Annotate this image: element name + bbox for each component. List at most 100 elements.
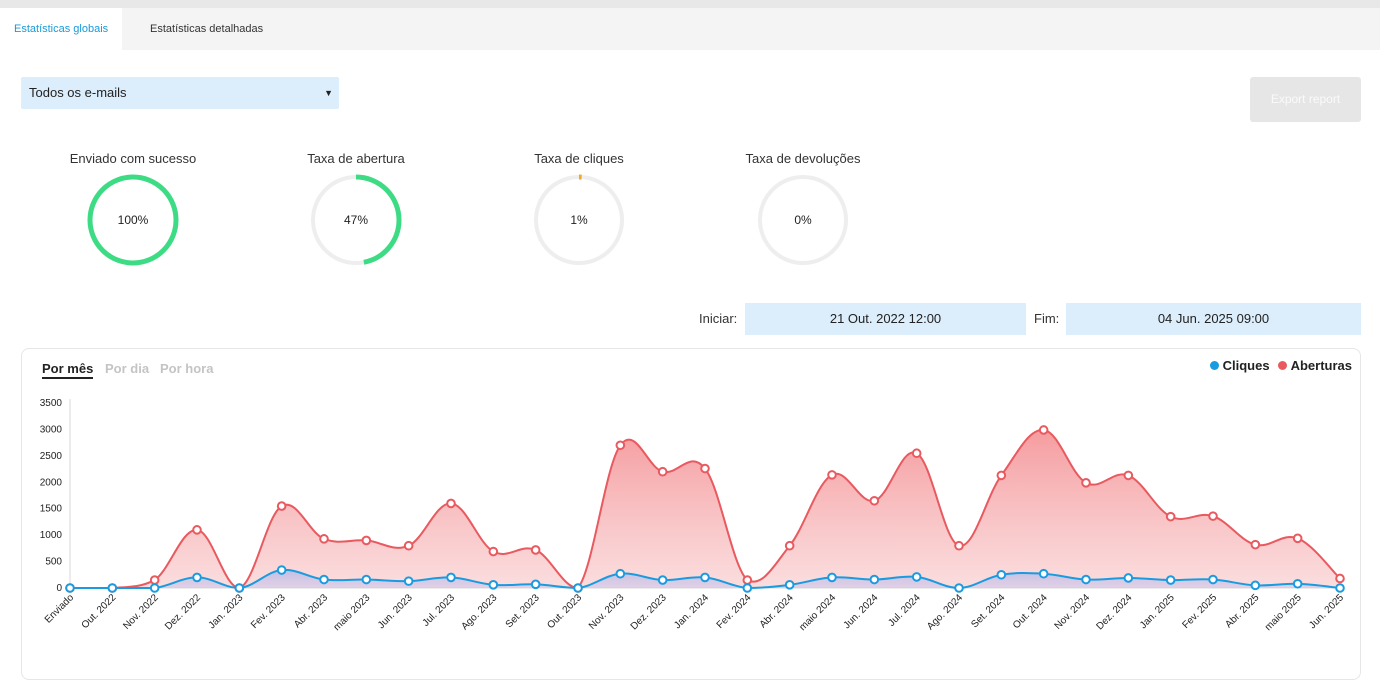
stat-0: Enviado com sucesso 100% [43,150,223,268]
x-tick-label: Jun. 2024 [842,592,881,631]
data-point [361,574,372,585]
export-report-button[interactable]: Export report [1250,77,1361,122]
data-point [827,470,837,480]
y-tick-label: 1500 [40,504,63,515]
x-tick-label: Abr. 2023 [292,592,330,630]
start-date-field[interactable]: 21 Out. 2022 12:00 [745,303,1026,335]
x-tick-label: Out. 2023 [545,592,584,631]
x-tick-label: Set. 2023 [504,592,542,630]
data-point [319,574,329,585]
end-date-field[interactable]: 04 Jun. 2025 09:00 [1066,303,1361,335]
y-tick-label: 500 [45,557,62,568]
data-point [276,565,287,575]
x-tick-label: Ago. 2024 [925,592,965,632]
data-point [657,466,668,477]
stat-2: Taxa de cliques 1% [489,150,669,268]
data-point [996,470,1007,481]
data-point [1081,574,1091,585]
x-tick-label: maio 2025 [1263,592,1304,633]
data-point [784,580,795,590]
x-tick-label: Out. 2024 [1011,592,1050,631]
stat-label: Taxa de devoluções [745,151,861,166]
x-tick-label: Ago. 2023 [459,592,499,632]
email-filter-value: Todos os e-mails [29,85,127,100]
data-point [1292,533,1303,544]
x-tick-label: Jun. 2025 [1307,592,1346,631]
stat-ring: 1% [533,174,625,266]
x-tick-label: Jun. 2023 [376,592,415,631]
x-tick-label: Dez. 2022 [163,592,203,632]
stat-value: 0% [794,213,812,227]
stat-1: Taxa de abertura 47% [266,150,446,268]
data-point [911,448,922,459]
x-tick-label: Set. 2024 [969,592,1007,630]
stat-ring-progress [310,174,402,266]
data-point [869,574,880,585]
x-tick-label: Fev. 2024 [715,592,754,631]
legend-clicks[interactable]: Cliques [1209,358,1270,373]
series-area-0 [70,429,1340,588]
stat-ring-progress [533,174,625,266]
data-point [615,440,626,451]
caret-down-icon: ▼ [324,88,333,98]
data-point [361,535,372,546]
stat-value: 1% [570,213,588,227]
opens-dot-icon [1277,361,1287,370]
stat-ring-track [758,175,848,265]
stat-ring: 47% [310,174,402,266]
x-tick-label: Abr. 2025 [1223,592,1261,630]
tab-detailed-stats[interactable]: Estatísticas detalhadas [150,23,264,35]
tab-per-day[interactable]: Por dia [105,361,150,376]
x-tick-label: Jan. 2025 [1138,592,1177,631]
stat-ring: 100% [87,174,179,266]
data-point [192,572,202,583]
tab-bar: Estatísticas globais Estatísticas detalh… [0,8,1380,50]
data-point [149,575,160,585]
tab-per-month[interactable]: Por mês [42,361,94,379]
data-point [827,572,837,583]
y-tick-label: 2000 [40,477,63,488]
x-tick-label: Dez. 2023 [629,592,669,632]
x-tick-label: Enviado [43,592,77,626]
data-point [1165,575,1176,585]
x-tick-label: Dez. 2024 [1094,592,1134,632]
data-point [530,545,541,555]
legend-opens[interactable]: Aberturas [1277,358,1352,373]
data-point [954,540,964,551]
email-filter-select[interactable]: Todos os e-mails ▼ [21,77,339,109]
stat-label: Taxa de abertura [307,151,405,166]
data-point [65,583,75,593]
chart-card: Por mês Por dia Por hora Cliques Abertur… [21,348,1361,680]
data-point [1292,578,1303,589]
stat-label: Enviado com sucesso [69,151,197,166]
data-point [1038,425,1049,435]
data-point [107,583,118,593]
clicks-dot-icon [1209,361,1219,370]
top-strip [0,0,1380,8]
y-tick-label: 2500 [40,451,63,462]
data-point [700,572,710,583]
tab-global-stats[interactable]: Estatísticas globais [0,8,123,50]
x-tick-label: Abr. 2024 [758,592,796,630]
data-point [1250,539,1261,550]
data-point [742,583,753,593]
x-tick-label: Fev. 2023 [249,592,288,631]
x-tick-label: Nov. 2023 [587,592,627,632]
x-tick-label: Jul. 2024 [886,592,923,629]
stat-ring-progress [87,174,179,266]
data-point [319,534,329,544]
data-point [1038,568,1049,579]
data-point [530,579,541,590]
y-tick-label: 1000 [40,530,63,541]
data-point [403,540,414,551]
data-point [1335,573,1345,584]
tab-per-hour[interactable]: Por hora [160,361,214,376]
data-point [657,575,668,585]
stat-3: Taxa de devoluções 0% [713,150,893,268]
x-tick-label: Out. 2022 [80,592,119,631]
y-tick-label: 0 [56,583,62,594]
data-point [1335,583,1345,593]
y-tick-label: 3500 [40,398,63,409]
data-point [954,583,964,593]
data-point [869,495,880,506]
